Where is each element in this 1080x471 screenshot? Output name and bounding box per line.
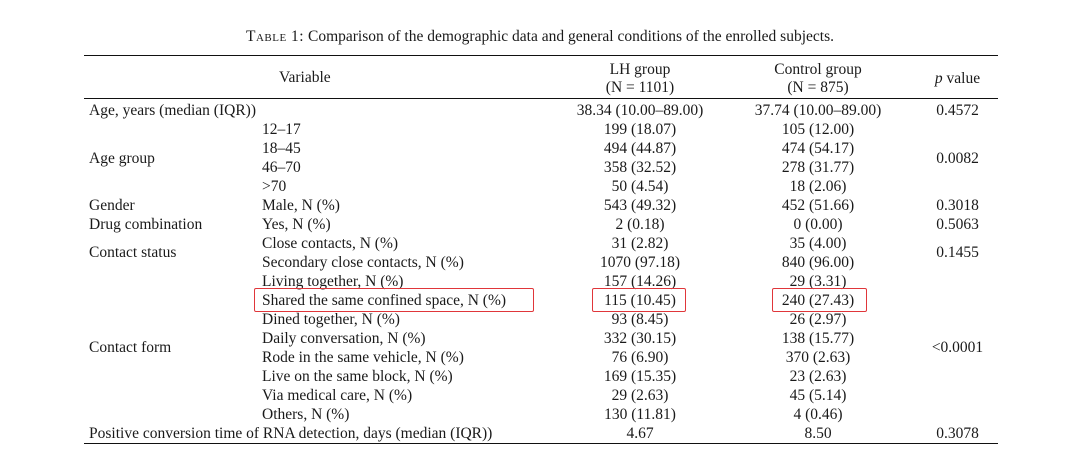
conversion-p: 0.3078 <box>936 425 979 442</box>
contact-form-sub: Live on the same block, N (%) <box>262 368 453 385</box>
contact-form-control: 138 (15.77) <box>781 330 855 347</box>
age-group-control: 105 (12.00) <box>781 121 855 138</box>
contact-form-control: 23 (2.63) <box>789 368 847 385</box>
contact-form-control: 4 (0.46) <box>793 406 843 423</box>
contact-form-control: 45 (5.14) <box>789 387 847 404</box>
contact-status-label: Contact status <box>89 244 177 261</box>
contact-form-sub: Dined together, N (%) <box>262 311 400 328</box>
age-group-sub: 46–70 <box>262 159 301 176</box>
age-group-sub: 12–17 <box>262 121 301 138</box>
contact-form-lh: 76 (6.90) <box>611 349 669 366</box>
contact-form-control: 29 (3.31) <box>789 273 847 290</box>
contact-form-control: 26 (2.97) <box>789 311 847 328</box>
contact-form-sub: Rode in the same vehicle, N (%) <box>262 349 464 366</box>
contact-form-sub: Others, N (%) <box>262 406 350 423</box>
bottom-rule <box>84 443 998 444</box>
highlight-box-lh <box>592 288 686 312</box>
contact-form-lh: 157 (14.26) <box>603 273 677 290</box>
contact-form-p: <0.0001 <box>931 339 984 356</box>
age-control: 37.74 (10.00–89.00) <box>754 102 882 119</box>
contact-status-lh: 31 (2.82) <box>611 235 669 252</box>
age-group-lh: 199 (18.07) <box>603 121 677 138</box>
contact-form-lh: 169 (15.35) <box>603 368 677 385</box>
age-p: 0.4572 <box>936 102 979 119</box>
age-group-sub: 18–45 <box>262 140 301 157</box>
gender-lh: 543 (49.32) <box>603 197 677 214</box>
age-lh: 38.34 (10.00–89.00) <box>576 102 704 119</box>
caption-text: Comparison of the demographic data and g… <box>308 28 834 45</box>
contact-form-sub: Shared the same confined space, N (%) <box>262 292 507 309</box>
age-group-control: 474 (54.17) <box>781 140 855 157</box>
header-control-group: Control group <box>774 61 862 78</box>
table-caption: Table 1: Comparison of the demographic d… <box>0 28 1080 46</box>
gender-sub: Male, N (%) <box>262 197 340 214</box>
contact-status-sub: Close contacts, N (%) <box>262 235 399 252</box>
header-p-rest: value <box>942 70 981 87</box>
header-control-n: (N = 875) <box>787 79 849 96</box>
gender-label: Gender <box>89 197 135 214</box>
age-group-p: 0.0082 <box>936 150 979 167</box>
age-group-control: 278 (31.77) <box>781 159 855 176</box>
contact-status-control: 35 (4.00) <box>789 235 847 252</box>
age-group-label: Age group <box>89 150 155 167</box>
gender-control: 452 (51.66) <box>781 197 855 214</box>
header-lh-n: (N = 1101) <box>605 79 675 96</box>
contact-form-sub: Via medical care, N (%) <box>262 387 413 404</box>
contact-form-lh: 115 (10.45) <box>604 292 676 309</box>
contact-status-control: 840 (96.00) <box>781 254 855 271</box>
contact-form-lh: 130 (11.81) <box>604 406 676 423</box>
age-group-control: 18 (2.06) <box>789 178 847 195</box>
age-group-lh: 358 (32.52) <box>603 159 677 176</box>
age-group-lh: 494 (44.87) <box>603 140 677 157</box>
highlight-box-control <box>772 288 867 312</box>
contact-form-control: 370 (2.63) <box>785 349 851 366</box>
drug-p: 0.5063 <box>936 216 979 233</box>
drug-label: Drug combination <box>89 216 203 233</box>
drug-control: 0 (0.00) <box>793 216 843 233</box>
conversion-label: Positive conversion time of RNA detectio… <box>89 425 493 442</box>
header-rule <box>84 98 998 99</box>
contact-form-sub: Daily conversation, N (%) <box>262 330 426 347</box>
contact-form-lh: 93 (8.45) <box>611 311 669 328</box>
contact-form-lh: 29 (2.63) <box>611 387 669 404</box>
age-group-lh: 50 (4.54) <box>611 178 669 195</box>
header-p-value: p value <box>905 69 1010 88</box>
age-group-sub: >70 <box>262 178 287 195</box>
gender-p: 0.3018 <box>936 197 979 214</box>
header-variable: Variable <box>279 69 331 86</box>
drug-lh: 2 (0.18) <box>615 216 665 233</box>
contact-form-label: Contact form <box>89 339 172 356</box>
caption-label: Table 1: <box>246 28 305 45</box>
top-rule <box>84 55 998 56</box>
contact-status-p: 0.1455 <box>936 244 979 261</box>
contact-status-lh: 1070 (97.18) <box>599 254 681 271</box>
contact-status-sub: Secondary close contacts, N (%) <box>262 254 464 271</box>
header-lh-group: LH group <box>609 61 671 78</box>
age-label: Age, years (median (IQR)) <box>89 102 256 119</box>
highlight-box-variable <box>254 288 534 312</box>
contact-form-lh: 332 (30.15) <box>603 330 677 347</box>
conversion-control: 8.50 <box>804 425 832 442</box>
contact-form-sub: Living together, N (%) <box>262 273 404 290</box>
drug-sub: Yes, N (%) <box>262 216 331 233</box>
header-p-italic: p <box>934 70 943 87</box>
contact-form-control: 240 (27.43) <box>781 292 855 309</box>
conversion-lh: 4.67 <box>626 425 654 442</box>
